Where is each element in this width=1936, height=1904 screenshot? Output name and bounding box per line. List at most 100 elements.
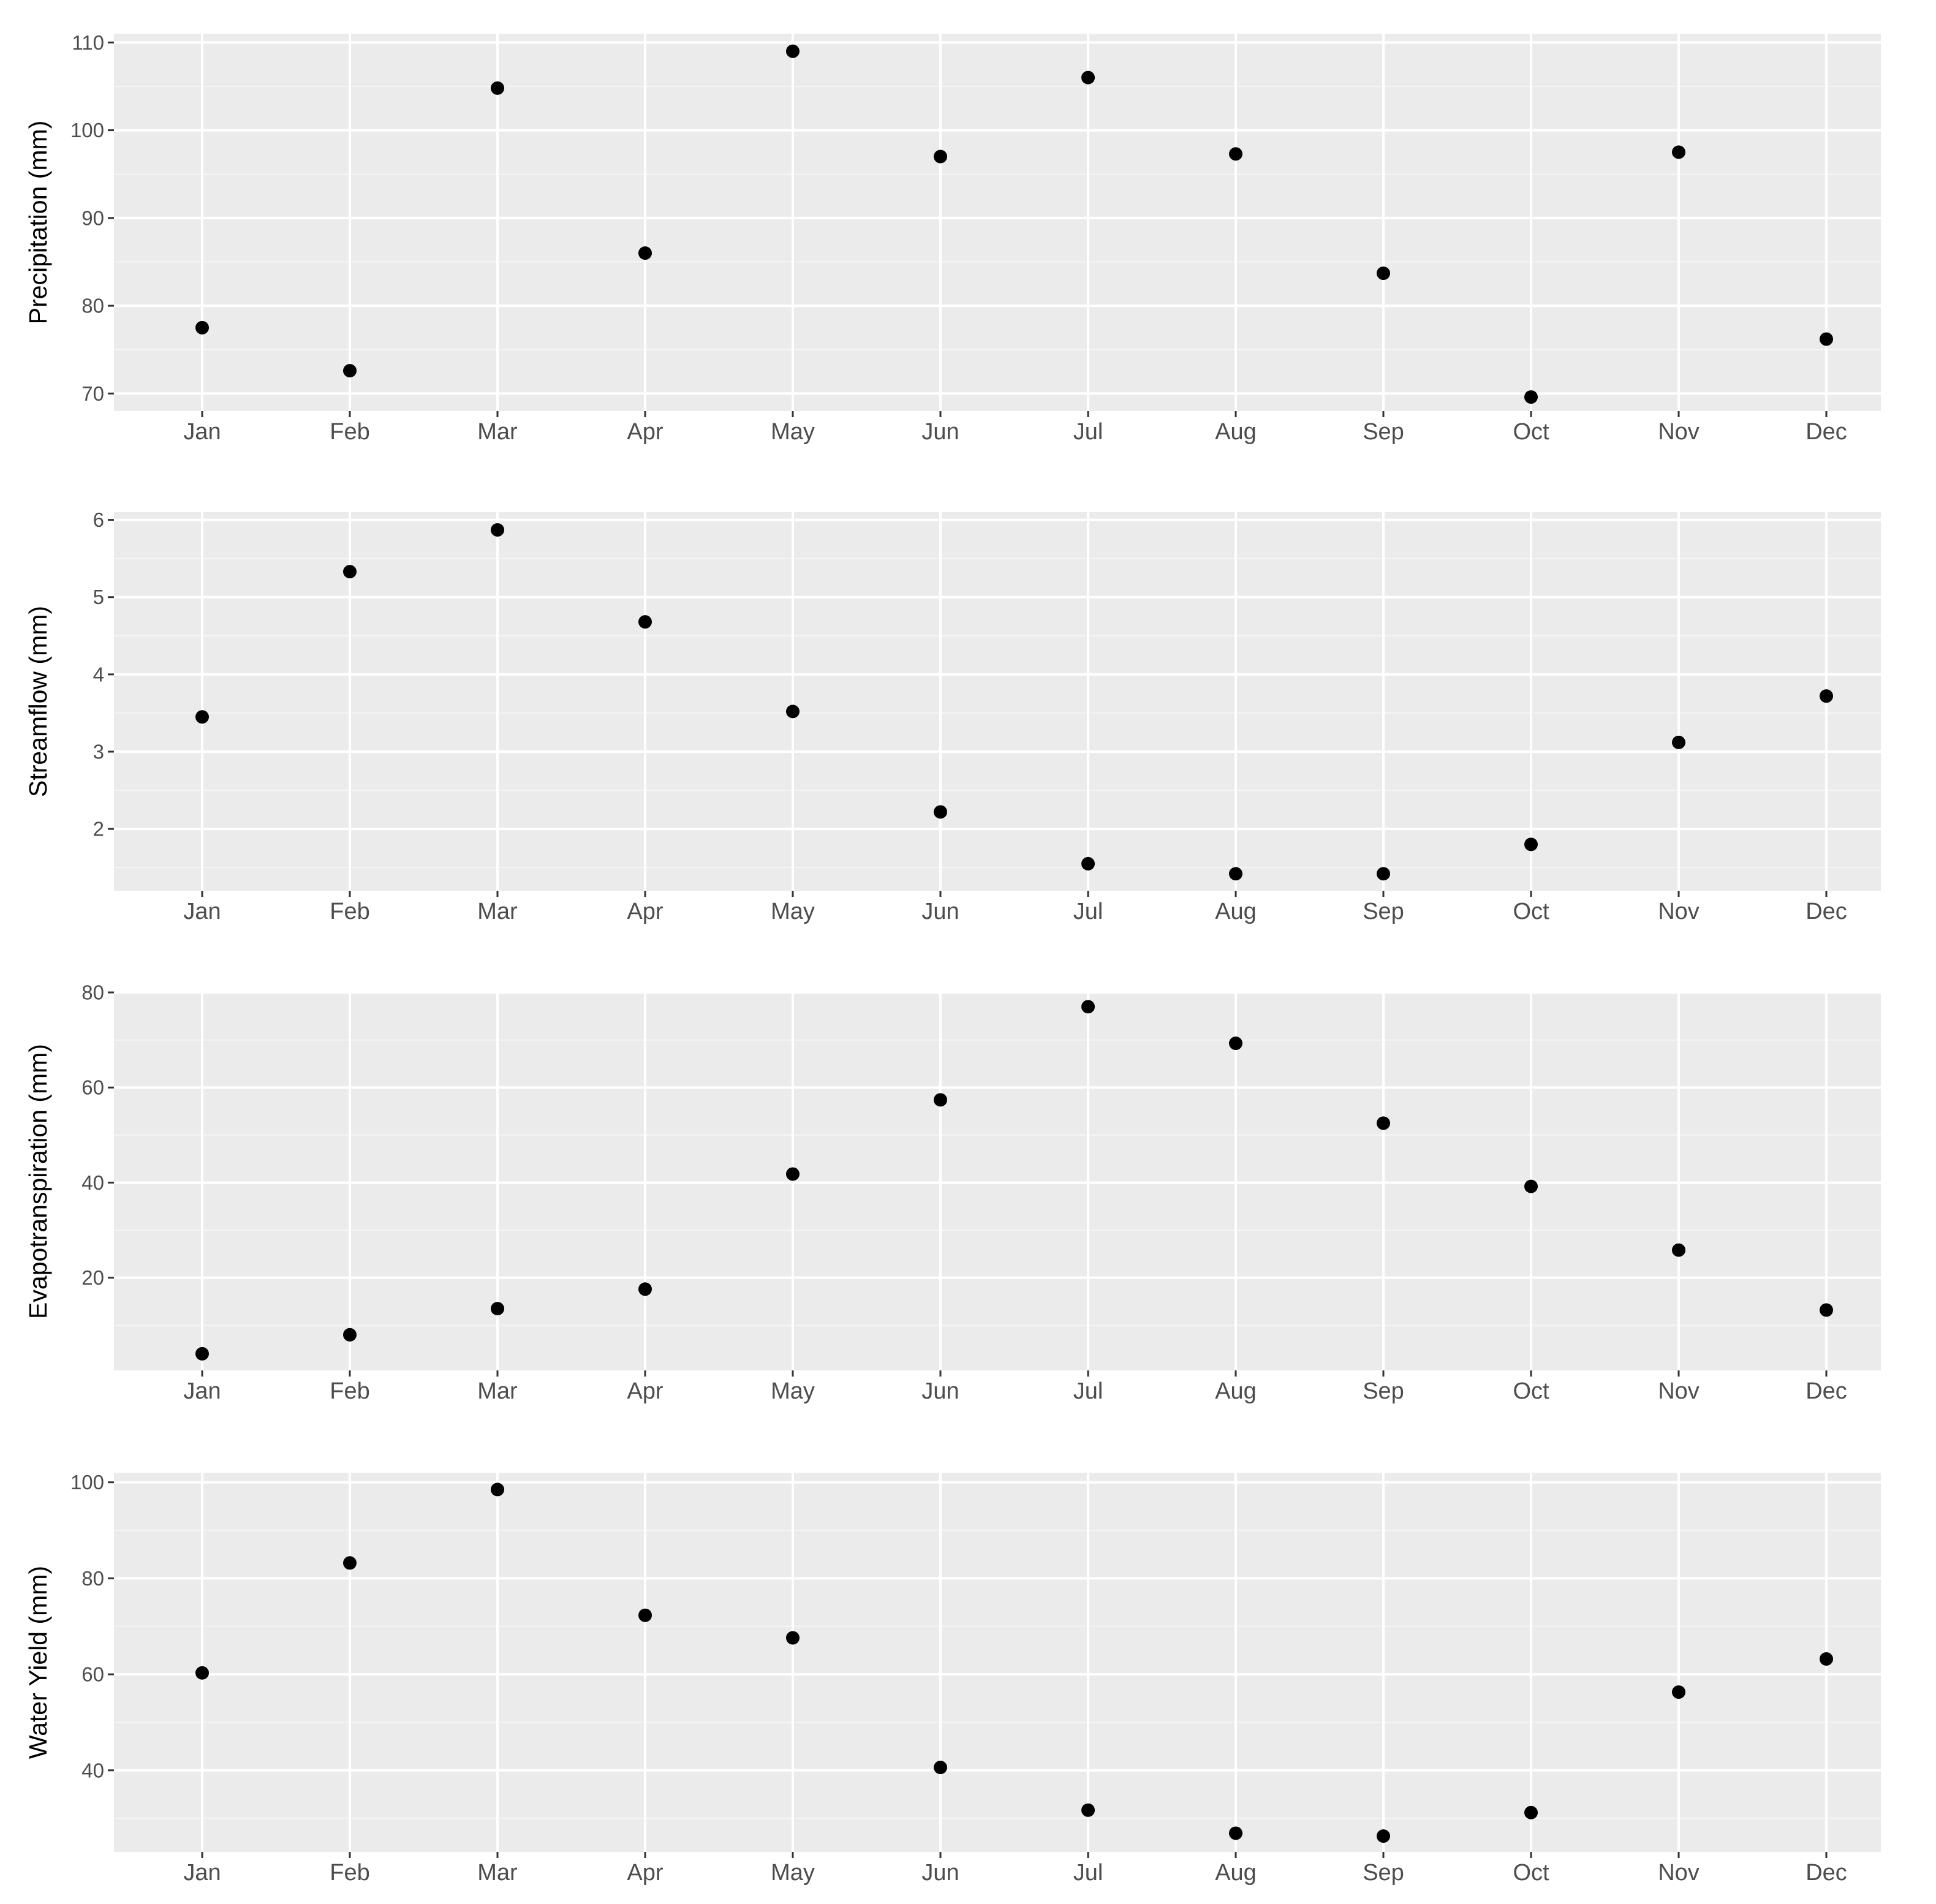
- chart-panel-1: 70 80 90 100 110 Jan Feb Mar Apr May Jun Jul Aug Sep O…: [24, 31, 1881, 445]
- data-point-mar: [491, 81, 504, 95]
- y-tick-label: 40: [81, 1759, 104, 1781]
- y-axis-title: Evapotranspiration (mm): [24, 1044, 52, 1319]
- y-axis-title: Water Yield (mm): [24, 1566, 52, 1759]
- data-point-nov: [1672, 735, 1685, 749]
- data-point-mar: [491, 523, 504, 537]
- y-axis-title: Precipitation (mm): [24, 121, 52, 325]
- x-tick-label: Oct: [1513, 1378, 1549, 1404]
- x-tick-label: Oct: [1513, 419, 1549, 445]
- data-point-sep: [1377, 1116, 1390, 1130]
- data-point-sep: [1377, 867, 1390, 881]
- chart-panel-3: 20 40 60 80 Jan Feb Mar Apr May Jun Jul Aug Sep Oct No…: [24, 981, 1881, 1404]
- x-tick-label: Feb: [330, 899, 369, 924]
- data-point-nov: [1672, 145, 1685, 159]
- data-point-sep: [1377, 1829, 1390, 1843]
- x-tick-label: Apr: [627, 899, 663, 924]
- x-tick-label: Jun: [921, 1378, 959, 1404]
- data-point-oct: [1524, 1805, 1538, 1819]
- data-point-feb: [343, 1328, 357, 1342]
- y-tick-label: 100: [70, 119, 104, 142]
- x-tick-label: Feb: [330, 1378, 369, 1404]
- data-point-jul: [1081, 1803, 1095, 1817]
- data-point-aug: [1229, 1826, 1242, 1840]
- panel-background: [114, 512, 1881, 891]
- data-point-jun: [934, 149, 947, 164]
- x-tick-label: Dec: [1806, 1860, 1847, 1886]
- y-tick-label: 90: [81, 206, 104, 229]
- panel-background: [114, 1473, 1881, 1852]
- panel-background: [114, 34, 1881, 411]
- data-point-aug: [1229, 1037, 1242, 1051]
- x-tick-label: Mar: [477, 419, 518, 445]
- y-tick-label: 80: [81, 981, 104, 1004]
- x-tick-label: Jan: [183, 419, 221, 445]
- data-point-mar: [491, 1483, 504, 1497]
- x-tick-label: Jul: [1073, 419, 1103, 445]
- x-tick-label: Jul: [1073, 899, 1103, 924]
- y-tick-label: 80: [81, 295, 104, 317]
- data-point-jul: [1081, 856, 1095, 871]
- x-tick-label: Sep: [1363, 1378, 1404, 1404]
- data-point-nov: [1672, 1243, 1685, 1257]
- y-tick-label: 70: [81, 382, 104, 405]
- x-tick-label: Jul: [1073, 1860, 1103, 1886]
- x-tick-label: Oct: [1513, 899, 1549, 924]
- data-point-jan: [195, 710, 209, 724]
- y-tick-label: 40: [81, 1171, 104, 1194]
- x-tick-label: Nov: [1658, 899, 1700, 924]
- data-point-apr: [638, 1282, 652, 1296]
- y-tick-label: 20: [81, 1266, 104, 1289]
- data-point-sep: [1377, 266, 1390, 281]
- data-point-dec: [1820, 689, 1833, 703]
- y-tick-label: 80: [81, 1567, 104, 1590]
- data-point-jul: [1081, 1000, 1095, 1014]
- x-tick-label: Dec: [1806, 899, 1847, 924]
- x-tick-label: Sep: [1363, 419, 1404, 445]
- x-tick-label: Jun: [921, 899, 959, 924]
- data-point-dec: [1820, 1303, 1833, 1317]
- x-tick-label: Mar: [477, 899, 518, 924]
- x-tick-label: Nov: [1658, 1378, 1700, 1404]
- data-point-may: [786, 705, 800, 719]
- data-point-jul: [1081, 70, 1095, 85]
- x-tick-label: Apr: [627, 1860, 663, 1886]
- x-tick-label: Aug: [1215, 1860, 1257, 1886]
- y-tick-label: 2: [93, 818, 104, 841]
- x-tick-label: Sep: [1363, 1860, 1404, 1886]
- data-point-jan: [195, 1347, 209, 1361]
- data-point-may: [786, 1631, 800, 1645]
- x-tick-label: May: [771, 1860, 815, 1886]
- data-point-oct: [1524, 837, 1538, 852]
- data-point-feb: [343, 565, 357, 579]
- x-tick-label: Jan: [183, 1378, 221, 1404]
- data-point-apr: [638, 1608, 652, 1622]
- data-point-jan: [195, 1666, 209, 1680]
- data-point-dec: [1820, 1652, 1833, 1666]
- x-tick-label: Dec: [1806, 1378, 1847, 1404]
- y-tick-label: 100: [70, 1471, 104, 1494]
- x-tick-label: Jul: [1073, 1378, 1103, 1404]
- x-tick-label: May: [771, 1378, 815, 1404]
- chart-panel-4: 40 60 80 100 Jan Feb Mar Apr May Jun Jul Aug Sep Oct N…: [24, 1471, 1881, 1886]
- x-tick-label: Jun: [921, 419, 959, 445]
- x-tick-label: Sep: [1363, 899, 1404, 924]
- data-point-oct: [1524, 1179, 1538, 1193]
- x-tick-label: Aug: [1215, 419, 1257, 445]
- y-tick-label: 6: [93, 508, 104, 531]
- x-tick-label: Dec: [1806, 419, 1847, 445]
- y-tick-label: 60: [81, 1663, 104, 1686]
- data-point-feb: [343, 1556, 357, 1570]
- data-point-may: [786, 44, 800, 58]
- data-point-may: [786, 1167, 800, 1181]
- y-tick-label: 5: [93, 586, 104, 608]
- x-tick-label: Feb: [330, 419, 369, 445]
- x-tick-label: Mar: [477, 1860, 518, 1886]
- y-tick-label: 3: [93, 740, 104, 763]
- data-point-aug: [1229, 147, 1242, 161]
- y-tick-label: 60: [81, 1076, 104, 1099]
- x-tick-label: Mar: [477, 1378, 518, 1404]
- data-point-jun: [934, 1093, 947, 1107]
- data-point-aug: [1229, 867, 1242, 881]
- data-point-nov: [1672, 1685, 1685, 1699]
- data-point-dec: [1820, 332, 1833, 346]
